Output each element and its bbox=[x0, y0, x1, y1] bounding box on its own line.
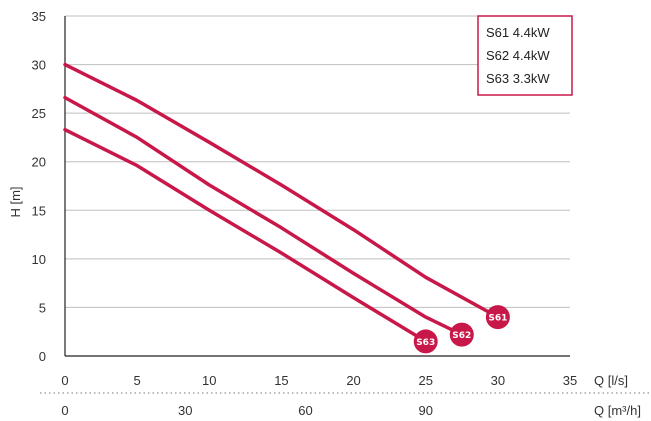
secondary-x-tick-label: 0 bbox=[61, 403, 68, 418]
tick-labels: 0 5 10 15 20 25 30 35 0 5 10 15 20 25 30 35 0 30 60 90 bbox=[32, 9, 578, 418]
legend: S61 4.4kW S62 4.4kW S63 3.3kW bbox=[477, 15, 573, 96]
secondary-x-tick-label: 60 bbox=[298, 403, 312, 418]
badge-label: S62 bbox=[452, 331, 471, 341]
series-line-s61 bbox=[63, 62, 500, 319]
y-tick-label: 0 bbox=[39, 349, 46, 364]
series-line-s63 bbox=[63, 127, 428, 344]
badge-circle bbox=[449, 322, 474, 347]
y-tick-label: 25 bbox=[32, 106, 46, 121]
x-axis-label: Q [l/s] bbox=[594, 373, 628, 388]
x-tick-label: 10 bbox=[202, 373, 216, 388]
badge-label: S63 bbox=[416, 338, 435, 348]
x-tick-label: 25 bbox=[418, 373, 432, 388]
badge-label: S61 bbox=[488, 314, 507, 324]
y-tick-label: 30 bbox=[32, 58, 46, 73]
y-tick-label: 15 bbox=[32, 203, 46, 218]
series-curves bbox=[63, 62, 500, 344]
y-tick-label: 35 bbox=[32, 9, 46, 24]
x-tick-label: 30 bbox=[491, 373, 505, 388]
secondary-x-tick-label: 90 bbox=[418, 403, 432, 418]
series-badge-s63: S63 bbox=[413, 329, 438, 354]
secondary-x-tick-label: 30 bbox=[178, 403, 192, 418]
series-line-s62 bbox=[63, 95, 464, 337]
badge-circle bbox=[413, 329, 438, 354]
series-badges: S61 S62 S63 bbox=[413, 305, 510, 354]
legend-entry: S62 4.4kW bbox=[486, 48, 550, 63]
axes bbox=[40, 16, 651, 394]
badge-circle bbox=[485, 305, 510, 330]
x-tick-label: 0 bbox=[61, 373, 68, 388]
series-badge-s61: S61 bbox=[485, 305, 510, 330]
y-axis-label: H [m] bbox=[8, 186, 23, 217]
legend-box bbox=[477, 15, 573, 96]
y-tick-label: 10 bbox=[32, 252, 46, 267]
series-badge-s62: S62 bbox=[449, 322, 474, 347]
x-tick-label: 35 bbox=[563, 373, 577, 388]
x-tick-label: 15 bbox=[274, 373, 288, 388]
y-tick-label: 5 bbox=[39, 300, 46, 315]
legend-entry: S61 4.4kW bbox=[486, 25, 550, 40]
secondary-x-axis-label: Q [m³/h] bbox=[594, 403, 641, 418]
x-tick-label: 5 bbox=[134, 373, 141, 388]
gridlines bbox=[65, 15, 570, 308]
y-tick-label: 20 bbox=[32, 155, 46, 170]
legend-entry: S63 3.3kW bbox=[486, 71, 550, 86]
x-tick-label: 20 bbox=[346, 373, 360, 388]
